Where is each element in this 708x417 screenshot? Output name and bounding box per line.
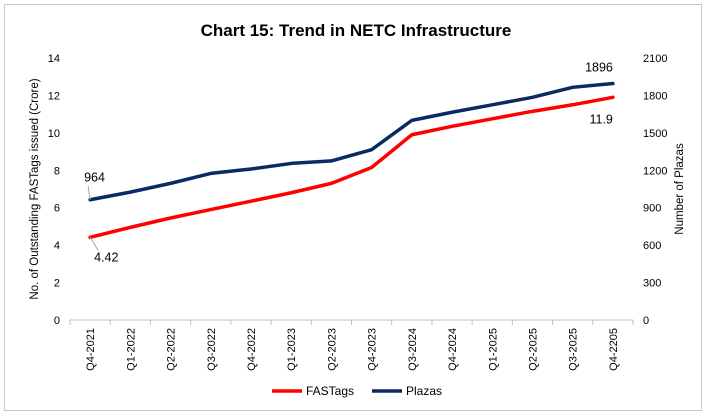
data-label: 964 [84,171,105,185]
x-tick-label: Q4-2021 [85,328,97,371]
data-labels: 4.42 11.9 964 1896 [84,60,613,264]
series-line-fastags [88,95,615,240]
y-left-tick-label: 4 [54,240,60,252]
x-tick-label: Q1-2022 [125,328,137,371]
x-tick-label: Q4-2024 [447,328,459,371]
y-right-tick-label: 300 [643,278,661,290]
legend-label-plazas: Plazas [406,384,442,398]
x-tick-label: Q2-2022 [166,328,178,371]
y-right-axis-label: Number of Plazas [674,143,686,235]
y-left-tick-label: 8 [54,165,60,177]
data-label-leader [87,185,91,200]
x-tick-label: Q4-2205 [608,328,620,371]
data-label: 4.42 [94,250,118,264]
series-line-plazas [88,81,615,202]
x-tick-label: Q1-2023 [286,328,298,371]
y-right-tick-label: 1500 [643,128,667,140]
y-left-tick-label: 2 [54,278,60,290]
x-tick-label: Q2-2025 [527,328,539,371]
data-label-leader [89,237,99,251]
x-tick-label: Q2-2023 [326,328,338,371]
x-tick-label: Q4-2023 [367,328,379,371]
y-right-tick-label: 1200 [643,165,667,177]
x-tick-label: Q3-2025 [568,328,580,371]
tick-labels: 0 2 4 6 8 10 12 14 0 300 600 900 1200 1500 1800 2100 Q4-… [29,53,686,371]
y-left-axis-label: No. of Outstanding FASTags issued (Crore… [29,78,41,299]
y-right-tick-label: 2100 [643,53,667,65]
series-lines [88,81,615,240]
axes [69,319,634,325]
y-left-tick-label: 6 [54,203,60,215]
x-tick-label: Q3-2024 [407,328,419,371]
y-right-tick-label: 900 [643,203,661,215]
y-left-tick-label: 12 [48,90,60,102]
y-left-tick-label: 0 [54,315,60,327]
y-right-tick-label: 1800 [643,90,667,102]
chart-title: Chart 15: Trend in NETC Infrastructure [201,21,512,40]
y-left-tick-label: 14 [48,53,60,65]
x-tick-label: Q4-2022 [246,328,258,371]
data-label: 1896 [585,60,613,74]
legend: FASTags Plazas [272,384,442,398]
x-tick-label: Q3-2022 [206,328,218,371]
data-label: 11.9 [589,112,612,126]
y-right-tick-label: 0 [643,315,649,327]
chart-frame [4,4,702,411]
x-tick-label: Q1-2025 [487,328,499,371]
legend-label-fastags: FASTags [306,384,354,398]
y-left-tick-label: 10 [48,128,60,140]
y-right-tick-label: 600 [643,240,661,252]
